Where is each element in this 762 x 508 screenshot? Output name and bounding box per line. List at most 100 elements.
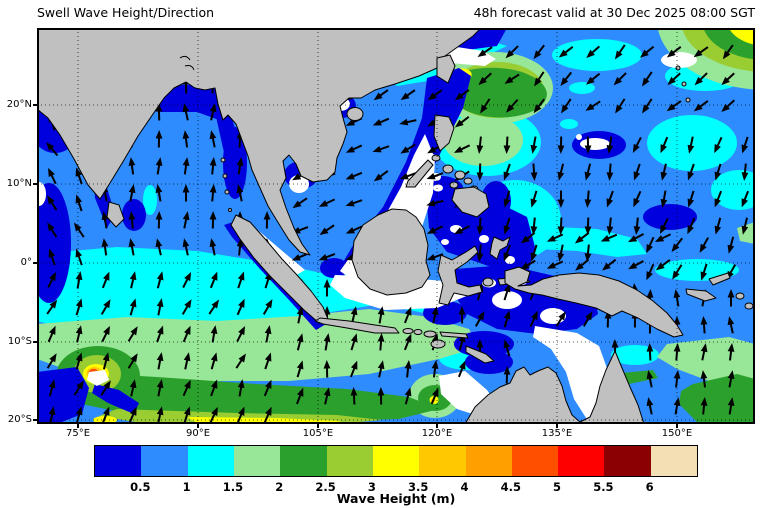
forecast-map: [37, 28, 755, 424]
swell-arrow: [584, 190, 592, 208]
swell-arrow: [377, 360, 385, 378]
swell-arrow: [693, 100, 709, 112]
swell-arrow: [209, 271, 218, 289]
swell-arrow: [75, 167, 83, 185]
swell-arrow: [47, 222, 58, 238]
lat-label-0: 0°: [20, 257, 32, 268]
swell-arrow: [476, 217, 484, 235]
swell-arrow: [727, 316, 735, 334]
swell-arrow: [128, 184, 136, 202]
swell-arrow: [584, 136, 592, 154]
swell-arrow: [323, 360, 331, 378]
swell-arrow: [209, 211, 217, 229]
swell-arrow: [208, 299, 220, 315]
swell-arrow: [503, 136, 511, 154]
swell-arrow: [323, 387, 331, 405]
swell-arrow: [48, 406, 56, 424]
swell-arrow: [372, 145, 390, 153]
swell-arrow: [155, 103, 163, 121]
swell-arrow: [263, 406, 272, 424]
swell-arrow: [530, 217, 538, 235]
swell-arrow: [155, 238, 163, 256]
swell-arrow: [474, 311, 485, 327]
x-tick: [556, 424, 558, 428]
swell-arrow: [476, 163, 484, 181]
swell-arrow: [633, 217, 641, 235]
swell-arrow: [156, 325, 164, 343]
swell-arrow: [48, 248, 56, 266]
swell-arrow: [700, 370, 708, 388]
swell-arrow: [209, 103, 217, 121]
swell-arrow: [75, 298, 83, 316]
swell-arrow: [505, 45, 519, 59]
swell-arrow: [700, 343, 708, 361]
swell-arrow: [48, 379, 56, 397]
swell-arrow: [700, 316, 708, 334]
swell-arrow: [46, 142, 59, 157]
swell-arrow: [292, 197, 308, 209]
swell-arrow: [101, 325, 110, 343]
swell-arrow: [318, 253, 336, 261]
swell-arrow: [236, 406, 245, 424]
swell-arrow: [156, 352, 164, 370]
swell-arrow: [236, 238, 244, 256]
swell-arrow: [210, 325, 218, 343]
swell-arrow: [457, 360, 466, 378]
swell-arrow: [546, 233, 564, 242]
colorbar-tick-label: 2: [275, 480, 284, 494]
swell-arrow: [613, 72, 627, 86]
swell-arrow: [476, 244, 484, 262]
swell-arrow: [128, 238, 136, 256]
swell-arrow: [632, 136, 642, 153]
colorbar-segment: [141, 446, 188, 476]
swell-arrow: [646, 236, 655, 254]
swell-arrow: [323, 333, 331, 351]
swell-arrow: [642, 98, 653, 114]
swell-arrow: [654, 233, 672, 242]
swell-arrow: [721, 99, 735, 113]
swell-arrow: [46, 353, 57, 369]
swell-arrow: [700, 397, 708, 415]
y-tick: [33, 341, 37, 343]
swell-arrow: [722, 44, 734, 60]
swell-arrow: [633, 163, 641, 181]
swell-arrow: [155, 157, 163, 175]
swell-arrow: [345, 144, 363, 153]
colorbar-tick-label: 4: [460, 480, 469, 494]
swell-arrow: [236, 184, 244, 202]
colorbar-segment: [187, 446, 234, 476]
colorbar-tick-label: 5: [553, 480, 562, 494]
swell-arrow: [503, 244, 511, 262]
swell-arrow: [129, 298, 137, 316]
swell-arrow: [75, 194, 83, 212]
colorbar-tick-label: 0.5: [130, 480, 151, 494]
swell-arrow: [606, 217, 614, 235]
swell-arrow: [209, 130, 217, 148]
swell-arrow: [128, 157, 136, 175]
swell-arrow: [182, 130, 190, 148]
swell-arrow: [533, 44, 545, 60]
swell-arrow: [209, 157, 217, 175]
swell-arrow: [560, 71, 573, 87]
swell-arrow: [666, 46, 682, 58]
swell-arrow: [673, 370, 681, 388]
swell-arrow: [237, 271, 245, 289]
swell-arrow: [263, 211, 271, 229]
swell-arrow: [350, 387, 358, 405]
swell-arrow: [431, 360, 439, 378]
swell-arrow: [687, 190, 695, 208]
swell-arrow: [503, 366, 511, 384]
swell-arrow: [373, 170, 389, 182]
swell-arrow: [672, 264, 683, 280]
map-canvas: [37, 28, 755, 424]
swell-arrow: [319, 224, 335, 236]
swell-arrow: [237, 379, 245, 397]
x-tick: [436, 424, 438, 428]
swell-arrow: [209, 184, 217, 202]
swell-arrow: [660, 190, 668, 208]
swell-arrow: [714, 217, 722, 235]
swell-arrow: [350, 360, 358, 378]
swell-arrow: [73, 222, 85, 238]
swell-arrow: [727, 343, 735, 361]
colorbar-tick-label: 1.5: [222, 480, 244, 494]
